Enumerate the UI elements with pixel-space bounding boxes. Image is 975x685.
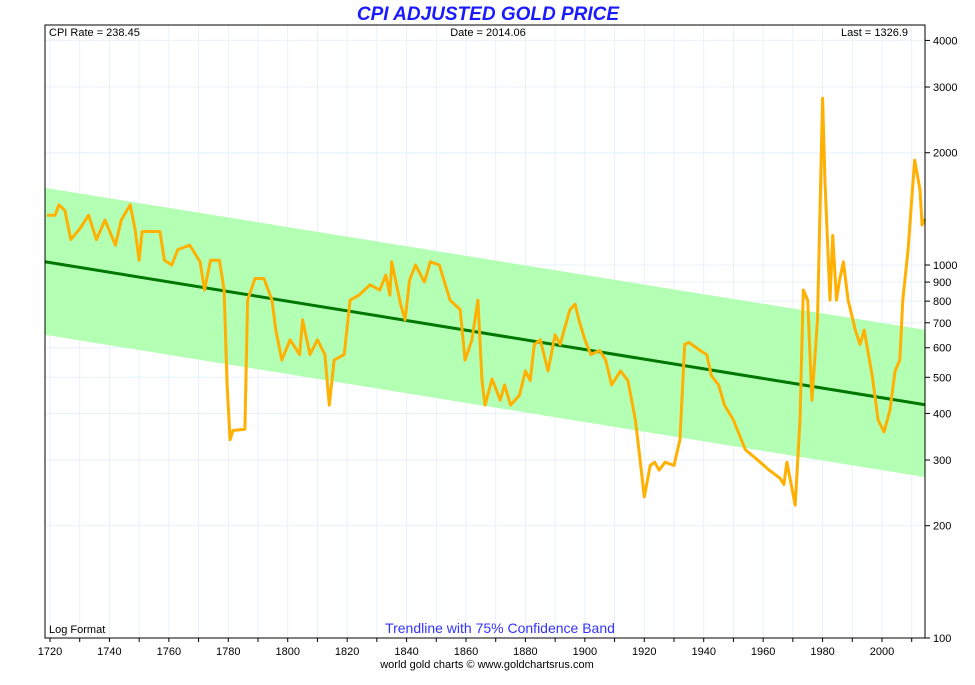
x-tick-label: 1720 (38, 646, 62, 658)
y-tick-label: 700 (933, 318, 951, 330)
last-price-label: Last = 1326.9 (841, 27, 908, 39)
x-axis: 1720 1740 1760 1780 1800 1820 1840 1860 1880 1900… (38, 637, 925, 658)
y-tick-label: 800 (933, 296, 951, 308)
x-tick-label: 1800 (275, 646, 299, 658)
x-tick-label: 1860 (454, 646, 478, 658)
x-tick-label: 1980 (810, 646, 834, 658)
x-tick-label: 1900 (573, 646, 597, 658)
y-tick-label: 1000 (933, 260, 957, 272)
x-tick-label: 1940 (691, 646, 715, 658)
y-tick-label: 3000 (933, 82, 957, 94)
log-format-label: Log Format (49, 624, 105, 636)
x-tick-label: 1920 (632, 646, 656, 658)
y-tick-label: 600 (933, 343, 951, 355)
x-tick-label: 2000 (870, 646, 894, 658)
y-tick-label: 300 (933, 455, 951, 467)
date-label: Date = 2014.06 (450, 27, 526, 39)
x-tick-label: 1780 (216, 646, 240, 658)
y-axis: 100 200 300 400 500 600 700 800 900 1000 2000 3000 4… (924, 25, 957, 645)
trendline (44, 260, 926, 407)
chart-title: CPI ADJUSTED GOLD PRICE (357, 4, 620, 25)
x-tick-label: 1960 (751, 646, 775, 658)
y-tick-label: 400 (933, 408, 951, 420)
y-tick-label: 2000 (933, 148, 957, 160)
trendline-line (44, 260, 926, 407)
x-tick-label: 1740 (97, 646, 121, 658)
y-tick-label: 200 (933, 521, 951, 533)
y-tick-label: 900 (933, 277, 951, 289)
y-tick-label: 500 (933, 372, 951, 384)
footer-credit: world gold charts © www.goldchartsrus.co… (379, 659, 594, 671)
x-tick-label: 1820 (335, 646, 359, 658)
x-tick-label: 1880 (513, 646, 537, 658)
trendline-annotation: Trendline with 75% Confidence Band (385, 620, 615, 636)
cpi-rate-label: CPI Rate = 238.45 (49, 27, 140, 39)
y-tick-label: 100 (933, 633, 951, 645)
x-tick-label: 1760 (157, 646, 181, 658)
y-tick-label: 4000 (933, 35, 957, 47)
x-tick-label: 1840 (394, 646, 418, 658)
